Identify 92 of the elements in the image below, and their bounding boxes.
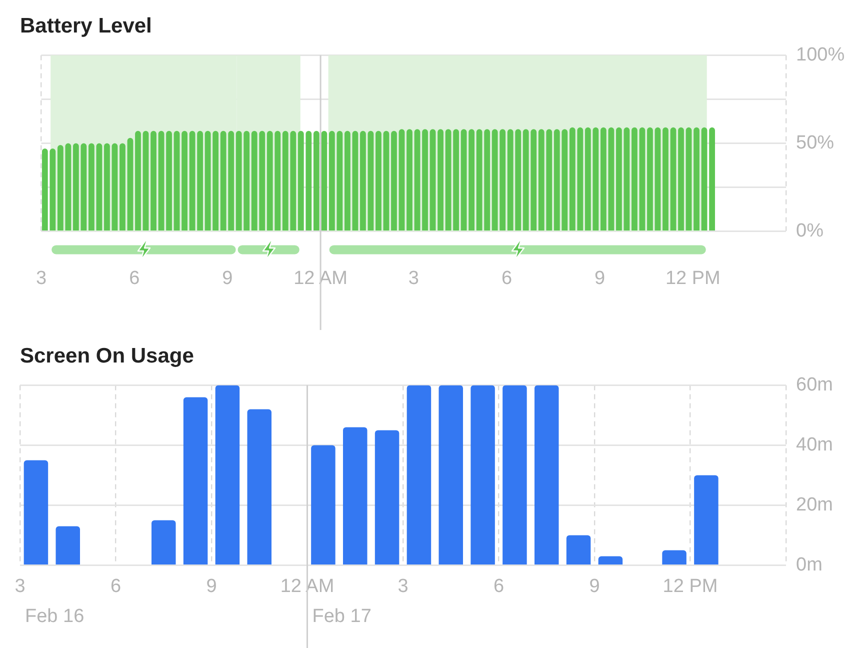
text: Feb 16	[25, 606, 84, 628]
bar	[414, 129, 420, 230]
bar	[174, 130, 180, 230]
bar	[120, 143, 126, 230]
bar	[247, 409, 272, 564]
x-tick-label: 6	[110, 576, 122, 597]
bar	[311, 445, 336, 564]
y-tick-label: 0%	[796, 220, 824, 242]
bar	[406, 129, 412, 230]
bar	[422, 129, 428, 230]
x-tick-label: 3	[14, 576, 26, 597]
bar	[391, 130, 397, 230]
bar	[694, 127, 700, 230]
bar	[151, 520, 176, 564]
y-tick-label: 0m	[796, 554, 822, 576]
bar	[158, 130, 164, 230]
y-tick-label: 60m	[796, 374, 833, 396]
bar	[96, 143, 102, 230]
bar	[135, 130, 141, 230]
bar	[600, 127, 606, 230]
bar	[624, 127, 630, 230]
bar	[127, 138, 134, 230]
bar	[368, 130, 374, 230]
bar	[566, 535, 591, 564]
x-tick-label: 3	[408, 268, 419, 289]
x-tick-label: 3	[398, 576, 408, 597]
bar	[183, 397, 208, 564]
bar	[24, 460, 48, 564]
x-tick-label: 9	[594, 268, 606, 289]
bar	[383, 130, 390, 230]
bar	[709, 127, 715, 230]
bar	[662, 550, 686, 564]
bar	[616, 127, 622, 230]
text: Feb 17	[312, 606, 372, 628]
bar	[398, 129, 405, 230]
x-tick-label: 9	[589, 576, 600, 597]
bar	[344, 130, 350, 230]
bar	[701, 127, 708, 230]
y-tick-label: 40m	[796, 434, 833, 456]
x-tick-label: 12 PM	[665, 268, 720, 289]
bar	[686, 127, 692, 230]
bar	[321, 130, 328, 230]
bar	[662, 127, 668, 230]
x-tick-label: 9	[206, 576, 217, 597]
bar	[598, 556, 623, 564]
bar	[639, 127, 646, 230]
x-tick-label: 6	[493, 576, 504, 597]
y-tick-label: 100%	[796, 44, 845, 66]
bar	[430, 129, 436, 230]
bar	[104, 143, 110, 230]
bar	[215, 385, 240, 564]
chart-title: Battery Level	[20, 14, 152, 38]
bar	[150, 130, 156, 230]
bar	[438, 129, 444, 230]
y-tick-label: 50%	[796, 132, 834, 154]
bar	[376, 130, 382, 230]
bar	[166, 130, 172, 230]
bar	[189, 130, 196, 230]
bar	[112, 143, 118, 230]
bar	[632, 127, 638, 230]
x-tick-label: 12 AM	[294, 268, 348, 289]
bar	[142, 130, 149, 230]
bar	[670, 127, 676, 230]
bar	[534, 385, 559, 564]
y-tick-label: 20m	[796, 494, 833, 516]
bar	[56, 526, 80, 564]
bar	[608, 127, 614, 230]
bar	[502, 385, 527, 564]
x-tick-label: 3	[36, 268, 47, 289]
bar	[647, 127, 653, 230]
bar	[182, 130, 188, 230]
bar	[313, 130, 320, 230]
x-tick-label: 9	[222, 268, 233, 289]
x-tick-label: 12 PM	[662, 576, 718, 597]
bar	[197, 130, 203, 230]
bar	[445, 129, 452, 230]
bar	[374, 430, 400, 564]
bar	[654, 127, 661, 230]
x-tick-label: 6	[501, 268, 512, 289]
bar	[406, 385, 432, 564]
x-tick-label: 12 AM	[280, 576, 334, 597]
bar	[352, 130, 358, 230]
bar	[438, 385, 464, 564]
bar	[470, 385, 495, 564]
bar	[342, 427, 368, 564]
bar	[360, 130, 366, 230]
x-tick-label: 6	[129, 268, 140, 289]
chart-title: Screen On Usage	[20, 344, 194, 368]
bar	[453, 129, 459, 230]
bar	[694, 475, 718, 564]
bar	[88, 143, 94, 230]
bar	[678, 127, 684, 230]
